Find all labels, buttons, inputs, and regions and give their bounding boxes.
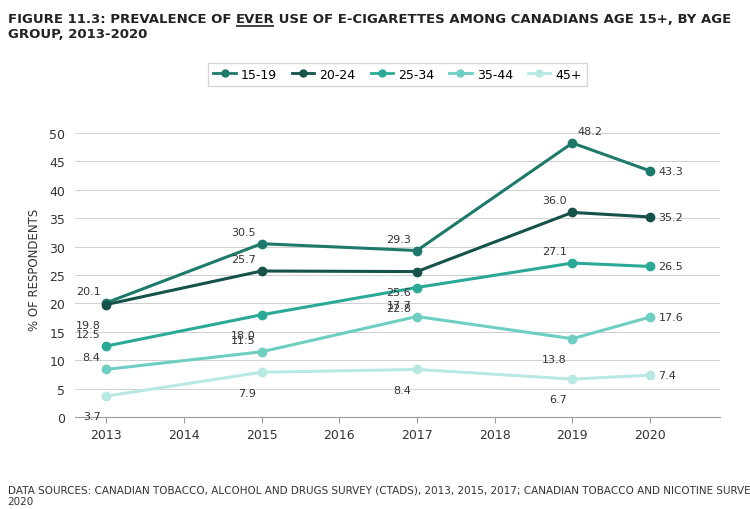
Text: 25.6: 25.6: [386, 287, 411, 297]
Text: 17.6: 17.6: [658, 313, 683, 322]
20-24: [568, 210, 577, 216]
Text: 13.8: 13.8: [542, 354, 567, 364]
Text: 18.0: 18.0: [231, 330, 256, 341]
25-34: [413, 285, 422, 291]
45+: [646, 372, 655, 378]
Text: 25.7: 25.7: [231, 254, 256, 265]
Line: 20-24: 20-24: [102, 209, 654, 309]
Text: 6.7: 6.7: [549, 394, 567, 405]
45+: [568, 376, 577, 382]
15-19: [646, 168, 655, 175]
Text: 11.5: 11.5: [231, 335, 256, 345]
Text: 12.5: 12.5: [76, 329, 100, 340]
Text: 8.4: 8.4: [82, 353, 100, 363]
Text: EVER: EVER: [236, 13, 274, 25]
20-24: [413, 269, 422, 275]
20-24: [257, 268, 266, 274]
15-19: [413, 248, 422, 254]
25-34: [257, 312, 266, 318]
25-34: [568, 261, 577, 267]
Text: 19.8: 19.8: [76, 320, 100, 330]
25-34: [101, 344, 110, 350]
Legend: 15-19, 20-24, 25-34, 35-44, 45+: 15-19, 20-24, 25-34, 35-44, 45+: [209, 64, 586, 87]
Text: 7.9: 7.9: [238, 388, 256, 398]
Text: 7.4: 7.4: [658, 371, 676, 380]
Text: 35.2: 35.2: [658, 213, 683, 222]
Text: 43.3: 43.3: [658, 166, 683, 177]
35-44: [101, 366, 110, 373]
20-24: [646, 214, 655, 220]
Text: 17.7: 17.7: [386, 300, 411, 310]
20-24: [101, 302, 110, 308]
Line: 15-19: 15-19: [102, 139, 654, 307]
Text: 26.5: 26.5: [658, 262, 683, 272]
Text: 22.8: 22.8: [386, 303, 411, 313]
Text: 20.1: 20.1: [76, 287, 100, 296]
Text: 3.7: 3.7: [82, 412, 100, 421]
Text: 48.2: 48.2: [578, 127, 603, 137]
Line: 35-44: 35-44: [102, 313, 654, 374]
45+: [413, 366, 422, 373]
Text: 29.3: 29.3: [386, 234, 411, 244]
35-44: [413, 314, 422, 320]
Text: GROUP, 2013-2020: GROUP, 2013-2020: [8, 27, 147, 41]
Text: DATA SOURCES: CANADIAN TOBACCO, ALCOHOL AND DRUGS SURVEY (CTADS), 2013, 2015, 20: DATA SOURCES: CANADIAN TOBACCO, ALCOHOL …: [8, 485, 750, 506]
Text: 27.1: 27.1: [542, 247, 567, 257]
45+: [257, 370, 266, 376]
Text: 8.4: 8.4: [394, 385, 411, 395]
Text: USE OF E-CIGARETTES AMONG CANADIANS AGE 15+, BY AGE: USE OF E-CIGARETTES AMONG CANADIANS AGE …: [274, 13, 731, 25]
15-19: [257, 241, 266, 247]
25-34: [646, 264, 655, 270]
Line: 45+: 45+: [102, 365, 654, 401]
35-44: [646, 315, 655, 321]
Text: FIGURE 11.3: PREVALENCE OF: FIGURE 11.3: PREVALENCE OF: [8, 13, 236, 25]
Text: 30.5: 30.5: [231, 228, 256, 237]
Line: 25-34: 25-34: [102, 260, 654, 351]
Y-axis label: % OF RESPONDENTS: % OF RESPONDENTS: [28, 209, 41, 331]
Text: 36.0: 36.0: [542, 196, 567, 206]
35-44: [257, 349, 266, 355]
15-19: [568, 140, 577, 147]
35-44: [568, 336, 577, 342]
15-19: [101, 300, 110, 306]
45+: [101, 393, 110, 400]
